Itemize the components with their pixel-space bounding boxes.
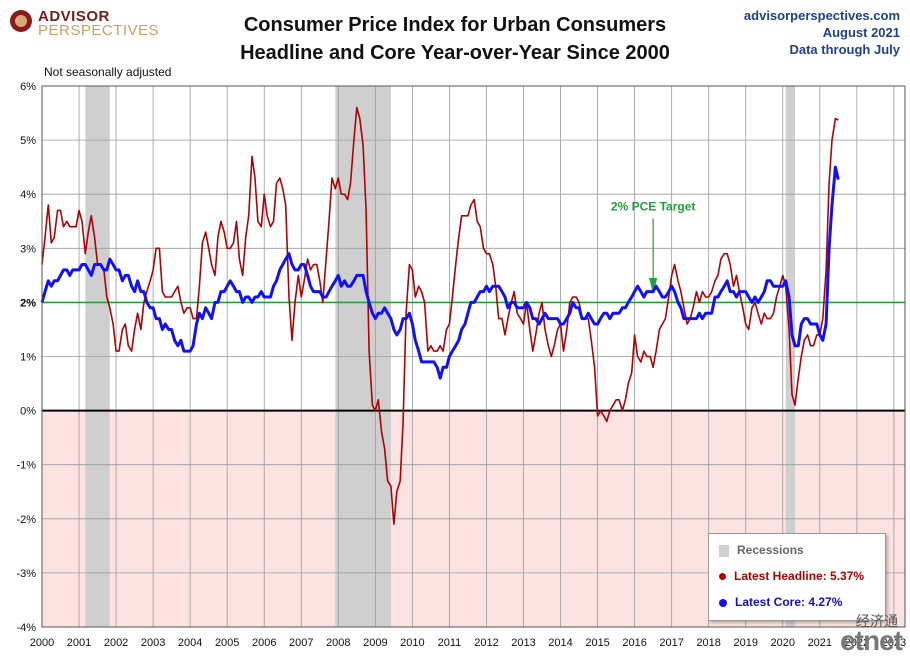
brand-name-line1: ADVISOR [38, 8, 110, 25]
series-lines [40, 106, 840, 525]
target-tick-label: 2% [20, 297, 36, 309]
y-tick-3: 3% [20, 243, 36, 255]
source-data-through: Data through July [789, 42, 900, 57]
x-tick-2004: 2004 [178, 637, 202, 649]
brand-logo-block: ADVISOR PERSPECTIVES [10, 8, 210, 44]
x-tick-2018: 2018 [696, 637, 720, 649]
legend-recessions-label: Recessions [737, 543, 804, 557]
legend-recessions: Recessions [719, 543, 804, 557]
x-tick-2020: 2020 [771, 637, 795, 649]
advisor-perspectives-logo-icon [10, 10, 32, 32]
y-axis-labels: -4% -3% -2% -1% 0% 1% 2% 3% 4% 5% 6% [16, 81, 36, 634]
series-line-headline [41, 106, 839, 525]
plot-border [41, 85, 906, 628]
legend-core: Latest Core: 4.27% [719, 595, 842, 609]
y-tick--3: -3% [16, 568, 36, 580]
plot-frame [41, 85, 906, 628]
y-tick-4: 4% [20, 189, 36, 201]
y-tick-6: 6% [20, 81, 36, 93]
x-tick-2021: 2021 [808, 637, 832, 649]
legend-headline-label: Latest Headline: 5.37% [734, 569, 865, 583]
watermark-etnet: etnet [840, 625, 903, 656]
x-tick-2019: 2019 [733, 637, 757, 649]
series-line-core [40, 165, 840, 380]
x-tick-2002: 2002 [104, 637, 128, 649]
y-tick--4: -4% [16, 622, 36, 634]
x-tick-2001: 2001 [67, 637, 91, 649]
y-tick-0: 0% [20, 406, 36, 418]
source-date: August 2021 [822, 25, 900, 40]
chart-subtitle: Headline and Core Year-over-Year Since 2… [240, 42, 670, 64]
x-tick-2012: 2012 [474, 637, 498, 649]
x-tick-2005: 2005 [215, 637, 239, 649]
x-tick-2003: 2003 [141, 637, 165, 649]
x-tick-2016: 2016 [622, 637, 646, 649]
x-tick-2022: 2022 [845, 637, 869, 649]
chart-legend: Recessions Latest Headline: 5.37% Latest… [708, 533, 886, 621]
x-tick-2023: 2023 [882, 637, 906, 649]
x-tick-2010: 2010 [400, 637, 424, 649]
x-tick-2013: 2013 [511, 637, 535, 649]
x-tick-2009: 2009 [363, 637, 387, 649]
x-tick-2000: 2000 [30, 637, 54, 649]
legend-headline-dot-icon [719, 573, 726, 581]
legend-core-dot-icon [719, 598, 727, 607]
y-tick--2: -2% [16, 514, 36, 526]
seasonal-note: Not seasonally adjusted [44, 65, 172, 79]
x-tick-2008: 2008 [326, 637, 350, 649]
etnet-watermark: 经济通 etnet [812, 611, 903, 659]
y-tick-5: 5% [20, 135, 36, 147]
x-tick-2007: 2007 [289, 637, 313, 649]
x-tick-2015: 2015 [585, 637, 609, 649]
x-tick-2011: 2011 [438, 637, 462, 649]
y-tick-1: 1% [20, 352, 36, 364]
source-site: advisorperspectives.com [743, 8, 900, 23]
x-axis-labels: 2000 2001 2002 2003 2004 2005 2006 2007 2008 2009… [30, 637, 906, 649]
target-arrow-head-icon [649, 278, 658, 295]
y-tick--1: -1% [16, 460, 36, 472]
x-tick-2017: 2017 [659, 637, 683, 649]
legend-core-label: Latest Core: 4.27% [735, 595, 843, 609]
watermark-chinese: 经济通 [856, 613, 898, 629]
brand-name-line2: PERSPECTIVES [38, 22, 160, 39]
x-tick-2006: 2006 [252, 637, 276, 649]
legend-recession-swatch [719, 544, 729, 557]
legend-headline: Latest Headline: 5.37% [719, 569, 864, 583]
y-tick-2: 2% [20, 297, 36, 309]
chart-title: Consumer Price Index for Urban Consumers [243, 14, 667, 36]
x-tick-2014: 2014 [548, 637, 572, 649]
target-label: 2% PCE Target [611, 199, 695, 213]
